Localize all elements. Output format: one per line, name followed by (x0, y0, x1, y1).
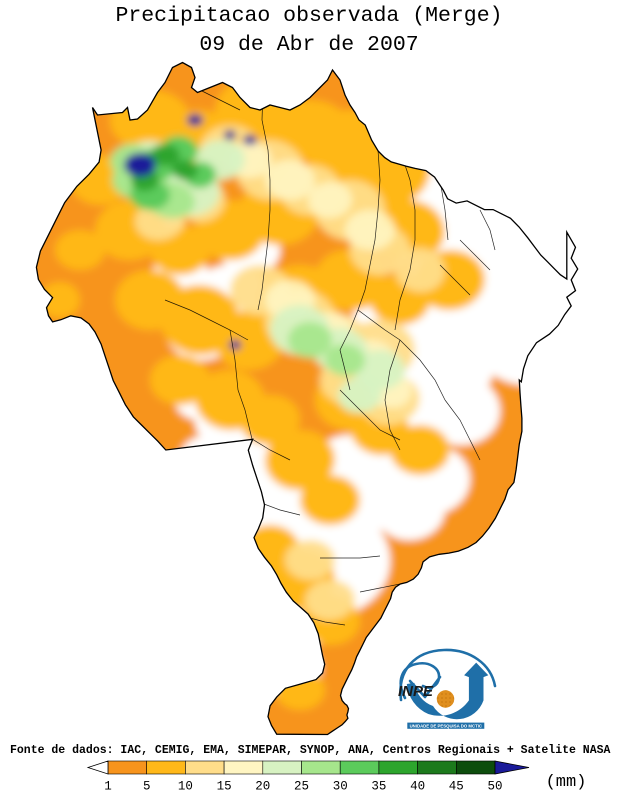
svg-text:50: 50 (487, 780, 502, 794)
svg-text:1: 1 (104, 780, 112, 794)
svg-text:45: 45 (449, 780, 464, 794)
svg-text:25: 25 (294, 780, 309, 794)
svg-text:INPE: INPE (398, 683, 434, 700)
svg-text:5: 5 (143, 780, 151, 794)
svg-text:20: 20 (255, 780, 270, 794)
svg-text:15: 15 (217, 780, 232, 794)
svg-text:30: 30 (333, 780, 348, 794)
svg-text:Fonte de dados: IAC, CEMIG, EM: Fonte de dados: IAC, CEMIG, EMA, SIMEPAR… (10, 744, 610, 757)
svg-text:40: 40 (410, 780, 425, 794)
svg-text:35: 35 (371, 780, 386, 794)
svg-text:UNIDADE DE PESQUISA DO MCTIC: UNIDADE DE PESQUISA DO MCTIC (410, 723, 482, 728)
svg-text:(mm): (mm) (546, 773, 587, 792)
svg-text:10: 10 (178, 780, 193, 794)
